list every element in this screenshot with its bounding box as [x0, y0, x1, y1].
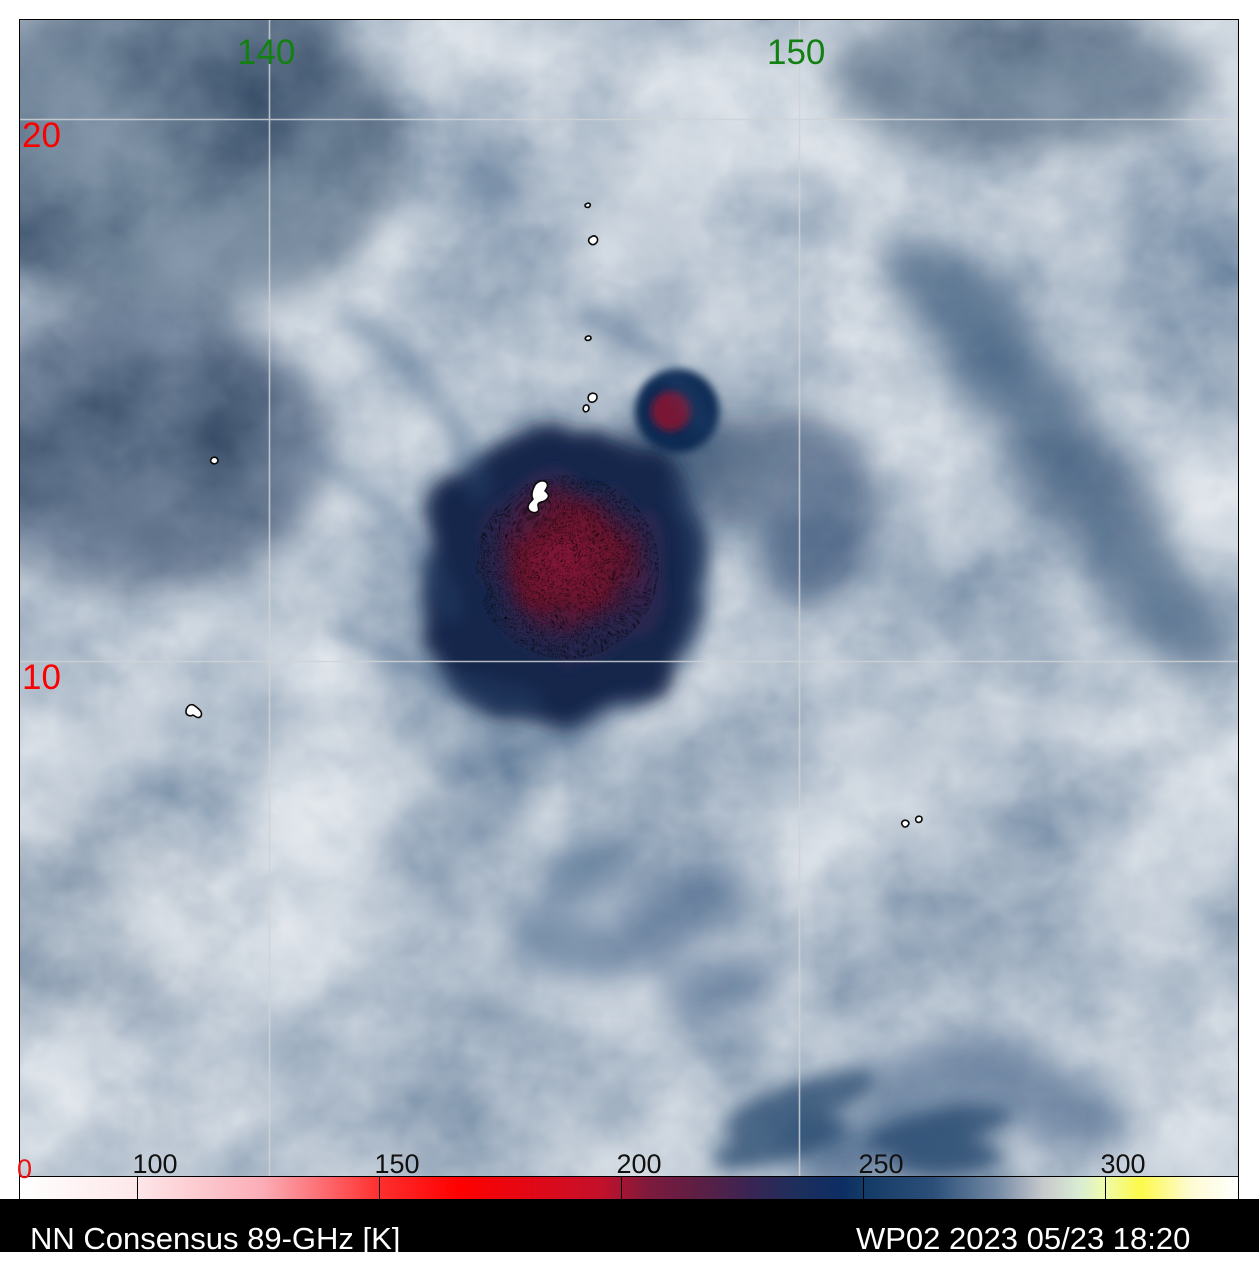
svg-text:140: 140: [237, 33, 295, 72]
svg-text:150: 150: [767, 33, 825, 72]
svg-text:20: 20: [22, 116, 61, 155]
svg-text:10: 10: [22, 658, 61, 697]
